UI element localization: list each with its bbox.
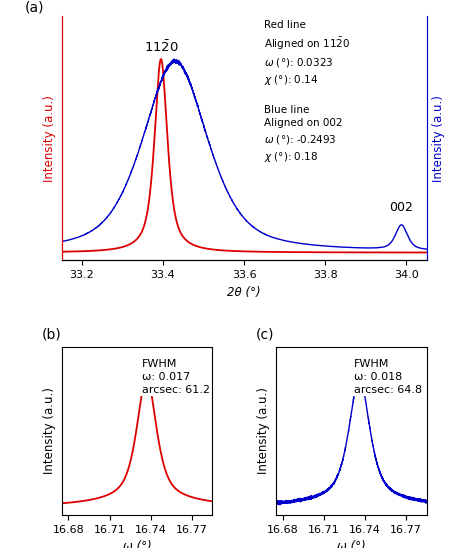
Y-axis label: Intensity (a.u.): Intensity (a.u.) [257,387,270,475]
X-axis label: ω (°): ω (°) [123,540,151,548]
Text: Red line
Aligned on 11$\bar{2}$0
$\omega$ (°): 0.0323
$\chi$ (°): 0.14

Blue lin: Red line Aligned on 11$\bar{2}$0 $\omega… [264,20,350,164]
Text: FWHM
ω: 0.017
arcsec: 61.2: FWHM ω: 0.017 arcsec: 61.2 [142,359,210,395]
X-axis label: 2θ (°): 2θ (°) [228,286,261,299]
Text: FWHM
ω: 0.018
arcsec: 64.8: FWHM ω: 0.018 arcsec: 64.8 [354,359,422,395]
Text: (c): (c) [256,328,274,342]
Text: 11$\bar{2}$0: 11$\bar{2}$0 [144,39,178,55]
Text: 002: 002 [390,201,413,214]
X-axis label: ω (°): ω (°) [337,540,365,548]
Text: (b): (b) [42,328,62,342]
Text: (a): (a) [25,0,45,14]
Y-axis label: Intensity (a.u.): Intensity (a.u.) [43,387,56,475]
Y-axis label: Intensity (a.u.): Intensity (a.u.) [432,95,445,182]
Y-axis label: Intensity (a.u.): Intensity (a.u.) [43,95,56,182]
